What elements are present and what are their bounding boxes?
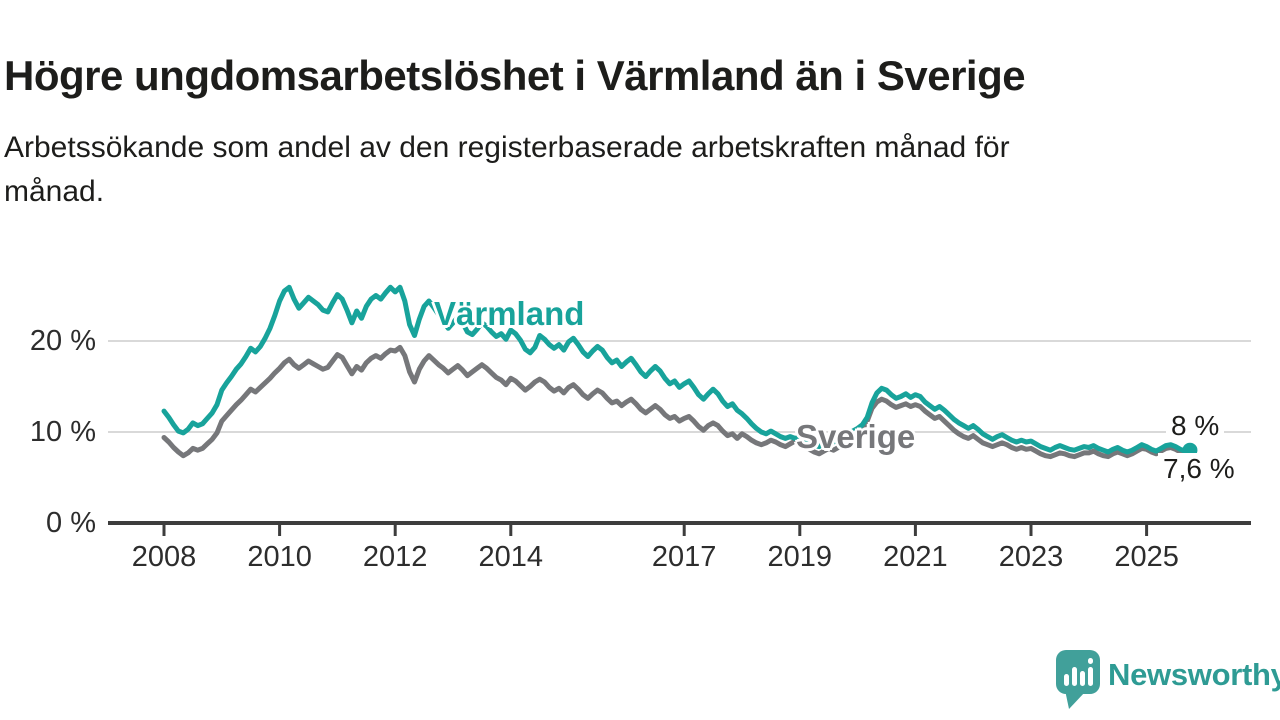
- page-subtitle: Arbetssökande som andel av den registerb…: [4, 126, 1224, 214]
- subtitle-line-2: månad.: [4, 175, 105, 208]
- x-tick-label-2014: 2014: [478, 541, 544, 573]
- x-tick-label-2019: 2019: [767, 541, 833, 573]
- x-tick-label-2023: 2023: [998, 541, 1064, 573]
- newsworthy-logo[interactable]: Newsworthy: [1054, 648, 1280, 712]
- x-tick-label-2008: 2008: [131, 541, 197, 573]
- end-value-label-varmland: 8 %: [1166, 410, 1225, 442]
- x-tick-label-2025: 2025: [1114, 541, 1179, 573]
- y-tick-label-0: 0 %: [46, 507, 96, 539]
- x-tick-label-2021: 2021: [883, 541, 948, 573]
- x-tick-label-2010: 2010: [247, 541, 312, 573]
- sverige-line: [161, 344, 1193, 460]
- speech-bubble-bar-chart-icon: [1056, 650, 1100, 709]
- y-tick-label-10: 10 %: [29, 416, 96, 448]
- end-value-label-sverige: 7,6 %: [1158, 453, 1240, 485]
- logo-text: Newsworthy: [1108, 657, 1280, 692]
- subtitle-line-1: Arbetssökande som andel av den registerb…: [4, 131, 1010, 164]
- series-label-varmland: Värmland: [434, 295, 585, 332]
- x-tick-label-2017: 2017: [651, 541, 717, 573]
- y-tick-label-20: 20 %: [29, 325, 96, 357]
- series-label-sverige: Sverige: [796, 418, 916, 455]
- page-title: Högre ungdomsarbetslöshet i Värmland än …: [4, 52, 1026, 100]
- vrmland-line: [161, 284, 1193, 455]
- x-tick-label-2012: 2012: [362, 541, 428, 573]
